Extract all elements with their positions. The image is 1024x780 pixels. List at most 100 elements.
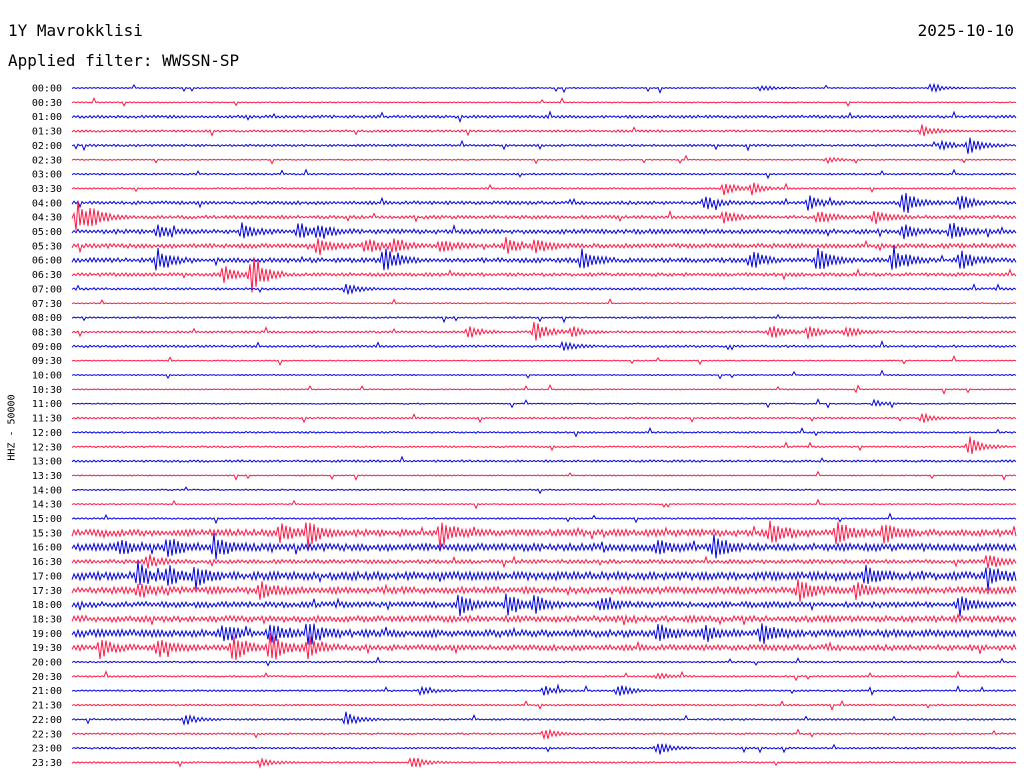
trace-1430 xyxy=(71,498,1017,510)
trace-0630 xyxy=(71,257,1017,293)
trace-0330 xyxy=(71,182,1017,196)
time-label: 19:00 xyxy=(32,629,62,640)
trace-1500 xyxy=(71,512,1017,525)
trace-2100 xyxy=(71,683,1017,697)
time-label: 13:30 xyxy=(32,471,62,482)
trace-0230 xyxy=(71,154,1017,165)
trace-2300 xyxy=(71,742,1017,755)
time-label: 17:30 xyxy=(32,586,62,597)
trace-0100 xyxy=(71,110,1017,124)
trace-group xyxy=(71,82,1017,769)
trace-0700 xyxy=(71,283,1017,295)
time-label: 08:30 xyxy=(32,327,62,338)
trace-1700 xyxy=(71,561,1017,591)
time-label: 14:30 xyxy=(32,500,62,511)
trace-0030 xyxy=(71,96,1017,108)
trace-0800 xyxy=(71,313,1017,324)
trace-0200 xyxy=(71,137,1017,154)
time-label: 00:00 xyxy=(32,84,62,95)
time-label: 03:30 xyxy=(32,184,62,195)
trace-0000 xyxy=(71,82,1017,94)
trace-2000 xyxy=(71,656,1017,667)
trace-0530 xyxy=(71,237,1017,256)
time-label: 05:00 xyxy=(32,227,62,238)
time-label: 21:00 xyxy=(32,686,62,697)
time-label: 09:30 xyxy=(32,356,62,367)
trace-2130 xyxy=(71,699,1017,711)
time-label: 02:00 xyxy=(32,141,62,152)
time-label: 16:30 xyxy=(32,557,62,568)
trace-0400 xyxy=(71,192,1017,213)
station-title: 1Y Mavrokklisi xyxy=(8,21,143,40)
trace-0930 xyxy=(71,354,1017,367)
time-label: 07:00 xyxy=(32,284,62,295)
trace-0900 xyxy=(71,340,1017,351)
trace-2230 xyxy=(71,728,1017,741)
trace-1030 xyxy=(71,383,1017,395)
time-label: 10:00 xyxy=(32,371,62,382)
trace-0300 xyxy=(71,168,1017,180)
trace-1130 xyxy=(71,412,1017,424)
time-label: 13:00 xyxy=(32,457,62,468)
trace-1400 xyxy=(71,486,1017,495)
time-label: 22:00 xyxy=(32,715,62,726)
trace-2030 xyxy=(71,670,1017,682)
time-label: 17:00 xyxy=(32,571,62,582)
time-label: 06:00 xyxy=(32,256,62,267)
trace-1230 xyxy=(71,436,1017,454)
trace-2200 xyxy=(71,711,1017,726)
time-label: 21:30 xyxy=(32,701,62,712)
time-label: 18:00 xyxy=(32,600,62,611)
time-label: 16:00 xyxy=(32,543,62,554)
trace-1630 xyxy=(71,554,1017,569)
trace-1600 xyxy=(71,532,1017,560)
time-label: 11:00 xyxy=(32,399,62,410)
trace-1930 xyxy=(71,633,1017,660)
time-label: 14:00 xyxy=(32,485,62,496)
time-label: 12:30 xyxy=(32,442,62,453)
trace-1300 xyxy=(71,455,1017,464)
trace-1830 xyxy=(71,612,1017,626)
time-label: 07:30 xyxy=(32,299,62,310)
time-label: 23:00 xyxy=(32,744,62,755)
trace-0430 xyxy=(71,200,1017,231)
trace-0830 xyxy=(71,321,1017,341)
time-label: 04:30 xyxy=(32,213,62,224)
trace-2330 xyxy=(71,757,1017,769)
trace-0130 xyxy=(71,124,1017,137)
time-label: 20:30 xyxy=(32,672,62,683)
time-label: 02:30 xyxy=(32,155,62,166)
trace-1530 xyxy=(71,520,1017,549)
time-label-group: 00:00 00:30 01:00 01:30 02:00 02:30 03:00 03:30… xyxy=(32,84,62,769)
channel-label: HHZ - 50000 xyxy=(5,394,19,460)
time-label: 10:30 xyxy=(32,385,62,396)
time-label: 22:30 xyxy=(32,729,62,740)
time-label: 20:00 xyxy=(32,658,62,669)
trace-1900 xyxy=(71,623,1017,645)
time-label: 15:30 xyxy=(32,528,62,539)
trace-0500 xyxy=(71,222,1017,240)
time-label: 11:30 xyxy=(32,414,62,425)
trace-1000 xyxy=(71,369,1017,380)
trace-1100 xyxy=(71,398,1017,409)
filter-label: Applied filter: WWSSN-SP xyxy=(8,51,240,70)
time-label: 01:30 xyxy=(32,127,62,138)
time-label: 12:00 xyxy=(32,428,62,439)
trace-1730 xyxy=(71,579,1017,602)
time-label: 08:00 xyxy=(32,313,62,324)
time-label: 00:30 xyxy=(32,98,62,109)
trace-1200 xyxy=(71,426,1017,438)
time-label: 04:00 xyxy=(32,198,62,209)
time-label: 18:30 xyxy=(32,614,62,625)
time-label: 06:30 xyxy=(32,270,62,281)
channel-label-text: HHZ - 50000 xyxy=(6,394,18,461)
trace-1330 xyxy=(71,470,1017,481)
trace-0730 xyxy=(71,298,1017,305)
time-label: 05:30 xyxy=(32,241,62,252)
time-label: 23:30 xyxy=(32,758,62,769)
time-label: 09:00 xyxy=(32,342,62,353)
time-label: 03:00 xyxy=(32,170,62,181)
time-label: 01:00 xyxy=(32,112,62,123)
trace-1800 xyxy=(71,593,1017,617)
